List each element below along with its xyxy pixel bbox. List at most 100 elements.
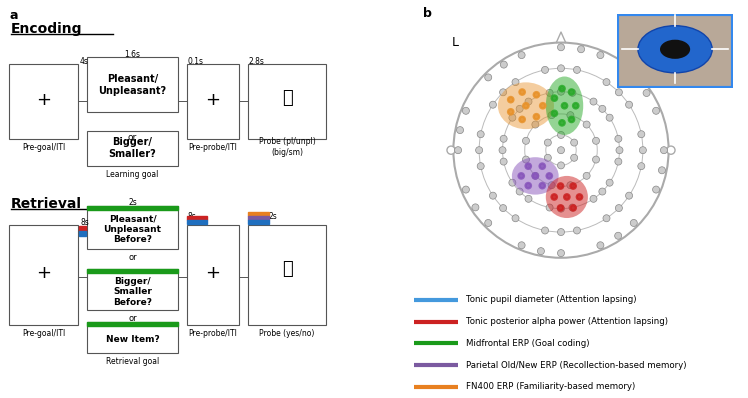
Text: Learning goal: Learning goal	[106, 170, 159, 179]
Text: or: or	[128, 133, 137, 142]
Circle shape	[551, 94, 558, 102]
Circle shape	[525, 195, 532, 202]
Text: 8s: 8s	[188, 212, 197, 221]
Circle shape	[592, 156, 600, 163]
Circle shape	[500, 61, 507, 68]
Circle shape	[571, 139, 577, 146]
Circle shape	[590, 98, 597, 105]
Text: Bigger/
Smaller?: Bigger/ Smaller?	[108, 137, 156, 159]
Circle shape	[574, 66, 580, 73]
Circle shape	[542, 227, 548, 234]
Ellipse shape	[546, 176, 588, 218]
Circle shape	[667, 146, 675, 154]
Text: 2.8s: 2.8s	[249, 57, 265, 66]
Circle shape	[548, 182, 555, 189]
Circle shape	[557, 88, 565, 95]
Bar	[187, 225, 239, 325]
Circle shape	[567, 112, 574, 119]
Text: a: a	[9, 9, 18, 21]
Circle shape	[522, 137, 530, 144]
Bar	[87, 269, 178, 310]
Text: Probe (pl/unpl)
(big/sm): Probe (pl/unpl) (big/sm)	[259, 137, 316, 157]
Circle shape	[477, 131, 484, 138]
Circle shape	[509, 179, 516, 186]
Text: L: L	[453, 35, 459, 49]
Circle shape	[524, 162, 532, 170]
Bar	[248, 216, 269, 220]
Circle shape	[660, 147, 667, 154]
Circle shape	[522, 102, 530, 109]
Circle shape	[472, 204, 479, 211]
Circle shape	[522, 156, 530, 163]
Bar	[87, 322, 178, 353]
Circle shape	[603, 78, 610, 86]
Circle shape	[533, 113, 540, 121]
Circle shape	[489, 192, 497, 199]
Circle shape	[542, 66, 548, 73]
Circle shape	[512, 215, 519, 222]
Bar	[87, 269, 178, 273]
Text: or: or	[128, 253, 137, 262]
Circle shape	[539, 182, 546, 189]
Bar	[87, 57, 178, 112]
Bar	[9, 225, 78, 325]
Ellipse shape	[498, 82, 554, 129]
Circle shape	[625, 101, 633, 108]
Circle shape	[558, 119, 566, 127]
Circle shape	[489, 101, 497, 108]
Circle shape	[500, 158, 507, 165]
Text: b: b	[423, 8, 432, 20]
FancyBboxPatch shape	[617, 14, 733, 88]
Ellipse shape	[546, 76, 583, 135]
Bar	[87, 206, 178, 249]
Bar	[248, 220, 269, 224]
Circle shape	[539, 102, 547, 109]
Bar	[79, 231, 86, 236]
Circle shape	[606, 114, 613, 121]
Text: +: +	[206, 90, 221, 109]
Circle shape	[658, 167, 666, 174]
Circle shape	[563, 193, 571, 201]
Text: Pre-goal/ITI: Pre-goal/ITI	[22, 329, 65, 338]
Circle shape	[576, 193, 583, 201]
Circle shape	[652, 107, 660, 114]
Circle shape	[643, 90, 650, 96]
Circle shape	[518, 88, 526, 96]
Circle shape	[577, 46, 585, 53]
Circle shape	[532, 172, 539, 179]
Circle shape	[568, 88, 575, 96]
Bar	[9, 64, 78, 139]
Circle shape	[567, 182, 574, 189]
Bar	[187, 64, 239, 139]
Circle shape	[477, 163, 484, 170]
Circle shape	[557, 250, 565, 257]
Bar	[187, 216, 207, 220]
Circle shape	[590, 195, 597, 202]
Text: Bigger/
Smaller
Before?: Bigger/ Smaller Before?	[113, 277, 152, 306]
Circle shape	[616, 205, 622, 212]
Text: 4s: 4s	[80, 57, 88, 66]
Text: Pleasant/
Unpleasant?: Pleasant/ Unpleasant?	[99, 74, 167, 96]
Circle shape	[571, 154, 577, 161]
Circle shape	[500, 89, 506, 96]
Circle shape	[557, 228, 565, 236]
Circle shape	[545, 154, 551, 161]
Circle shape	[557, 65, 565, 72]
Text: +: +	[36, 90, 51, 109]
Circle shape	[616, 89, 622, 96]
Text: Encoding: Encoding	[11, 21, 83, 35]
Circle shape	[518, 242, 525, 249]
Circle shape	[568, 115, 575, 123]
Circle shape	[638, 26, 712, 73]
Circle shape	[569, 204, 576, 211]
Circle shape	[455, 147, 462, 154]
Circle shape	[606, 179, 613, 186]
Circle shape	[558, 85, 566, 92]
Ellipse shape	[512, 157, 559, 195]
Circle shape	[462, 186, 470, 193]
Circle shape	[500, 205, 506, 212]
Circle shape	[462, 107, 470, 114]
Circle shape	[557, 131, 565, 139]
Text: Parietal Old/New ERP (Recollection-based memory): Parietal Old/New ERP (Recollection-based…	[466, 361, 686, 370]
Bar	[87, 131, 178, 166]
